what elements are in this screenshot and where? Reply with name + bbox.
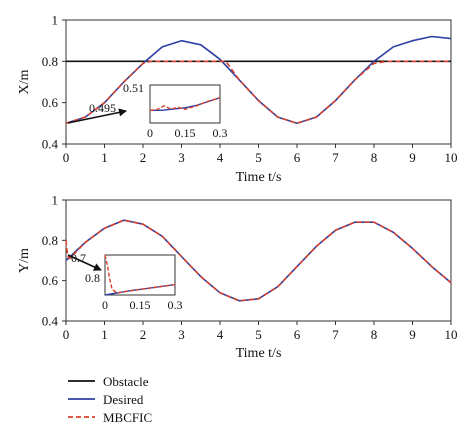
inset-y-tick-label: 0.8 [85, 271, 100, 285]
legend-label: Desired [103, 392, 144, 407]
x-tick-label: 9 [409, 327, 416, 342]
y-tick-label: 0.8 [42, 54, 58, 69]
y-tick-label: 0.6 [42, 273, 59, 288]
inset-x-tick-label: 0.15 [175, 126, 196, 140]
y-tick-label: 0.6 [42, 95, 59, 110]
y-tick-label: 0.4 [42, 314, 59, 329]
inset-frame [149, 84, 221, 124]
x-tick-label: 4 [217, 327, 224, 342]
inset-y-tick-label: 0.7 [71, 251, 86, 265]
x-tick-label: 5 [255, 150, 262, 165]
inset-y-tick-label: 0.495 [89, 101, 116, 115]
inset-series-line-mbcfic [149, 97, 221, 111]
x-tick-label: 6 [294, 150, 301, 165]
x-tick-label: 0 [63, 150, 70, 165]
inset-x-tick-label: 0 [147, 126, 153, 140]
x-tick-label: 6 [294, 327, 301, 342]
x-axis-label: Time t/s [236, 170, 282, 185]
x-tick-label: 1 [101, 150, 108, 165]
series-line-mbcfic [65, 219, 452, 302]
y-axis-label: X/m [17, 69, 32, 94]
legend: Obstacle Desired MBCFIC [68, 374, 152, 425]
x-axis-label: Time t/s [236, 346, 282, 361]
x-tick-label: 10 [445, 327, 458, 342]
inset-y-tick-label: 0.51 [123, 81, 144, 95]
inset-x-tick-label: 0.3 [168, 298, 183, 312]
y-tick-label: 0.4 [42, 137, 59, 152]
inset-x-tick-label: 0.3 [213, 126, 228, 140]
x-tick-label: 3 [178, 150, 185, 165]
x-tick-label: 9 [409, 150, 416, 165]
x-tick-label: 5 [255, 327, 262, 342]
x-tick-label: 8 [371, 150, 378, 165]
inset-x-tick-label: 0 [102, 298, 108, 312]
x-tick-label: 1 [101, 327, 108, 342]
zoom-arrow [67, 108, 127, 124]
x-tick-label: 7 [332, 327, 339, 342]
series-line-mbcfic [65, 60, 451, 125]
x-tick-label: 4 [217, 150, 224, 165]
series-line-desired [65, 35, 452, 125]
inset-x-tick-label: 0.15 [130, 298, 151, 312]
legend-label: Obstacle [103, 374, 149, 389]
x-tick-label: 7 [332, 150, 339, 165]
chart-1: 0 1 2 3 4 5 6 7 8 9 10 0.4 0.6 0.8 1 Time t/s X/m 0 0.15 0.… [17, 13, 458, 186]
x-tick-label: 8 [371, 327, 378, 342]
y-tick-label: 0.8 [42, 233, 58, 248]
x-tick-label: 0 [63, 327, 70, 342]
x-tick-label: 2 [140, 150, 147, 165]
legend-label: MBCFIC [103, 410, 152, 425]
y-axis-label: Y/m [17, 248, 32, 273]
inset-plot: 0 0.15 0.3 0.495 0.51 [89, 81, 228, 140]
inset-frame [104, 254, 176, 296]
y-tick-label: 1 [52, 13, 59, 28]
inset-plot: 0 0.15 0.3 0.7 0.8 [71, 251, 183, 312]
zoom-arrow [67, 254, 102, 271]
x-tick-label: 3 [178, 327, 185, 342]
x-tick-label: 2 [140, 327, 147, 342]
x-tick-label: 10 [445, 150, 458, 165]
y-tick-label: 1 [52, 193, 59, 208]
chart-2: 0 1 2 3 4 5 6 7 8 9 10 0.4 0.6 0.8 1 Time t/s Y/m 0 0.15 0.… [17, 193, 458, 362]
